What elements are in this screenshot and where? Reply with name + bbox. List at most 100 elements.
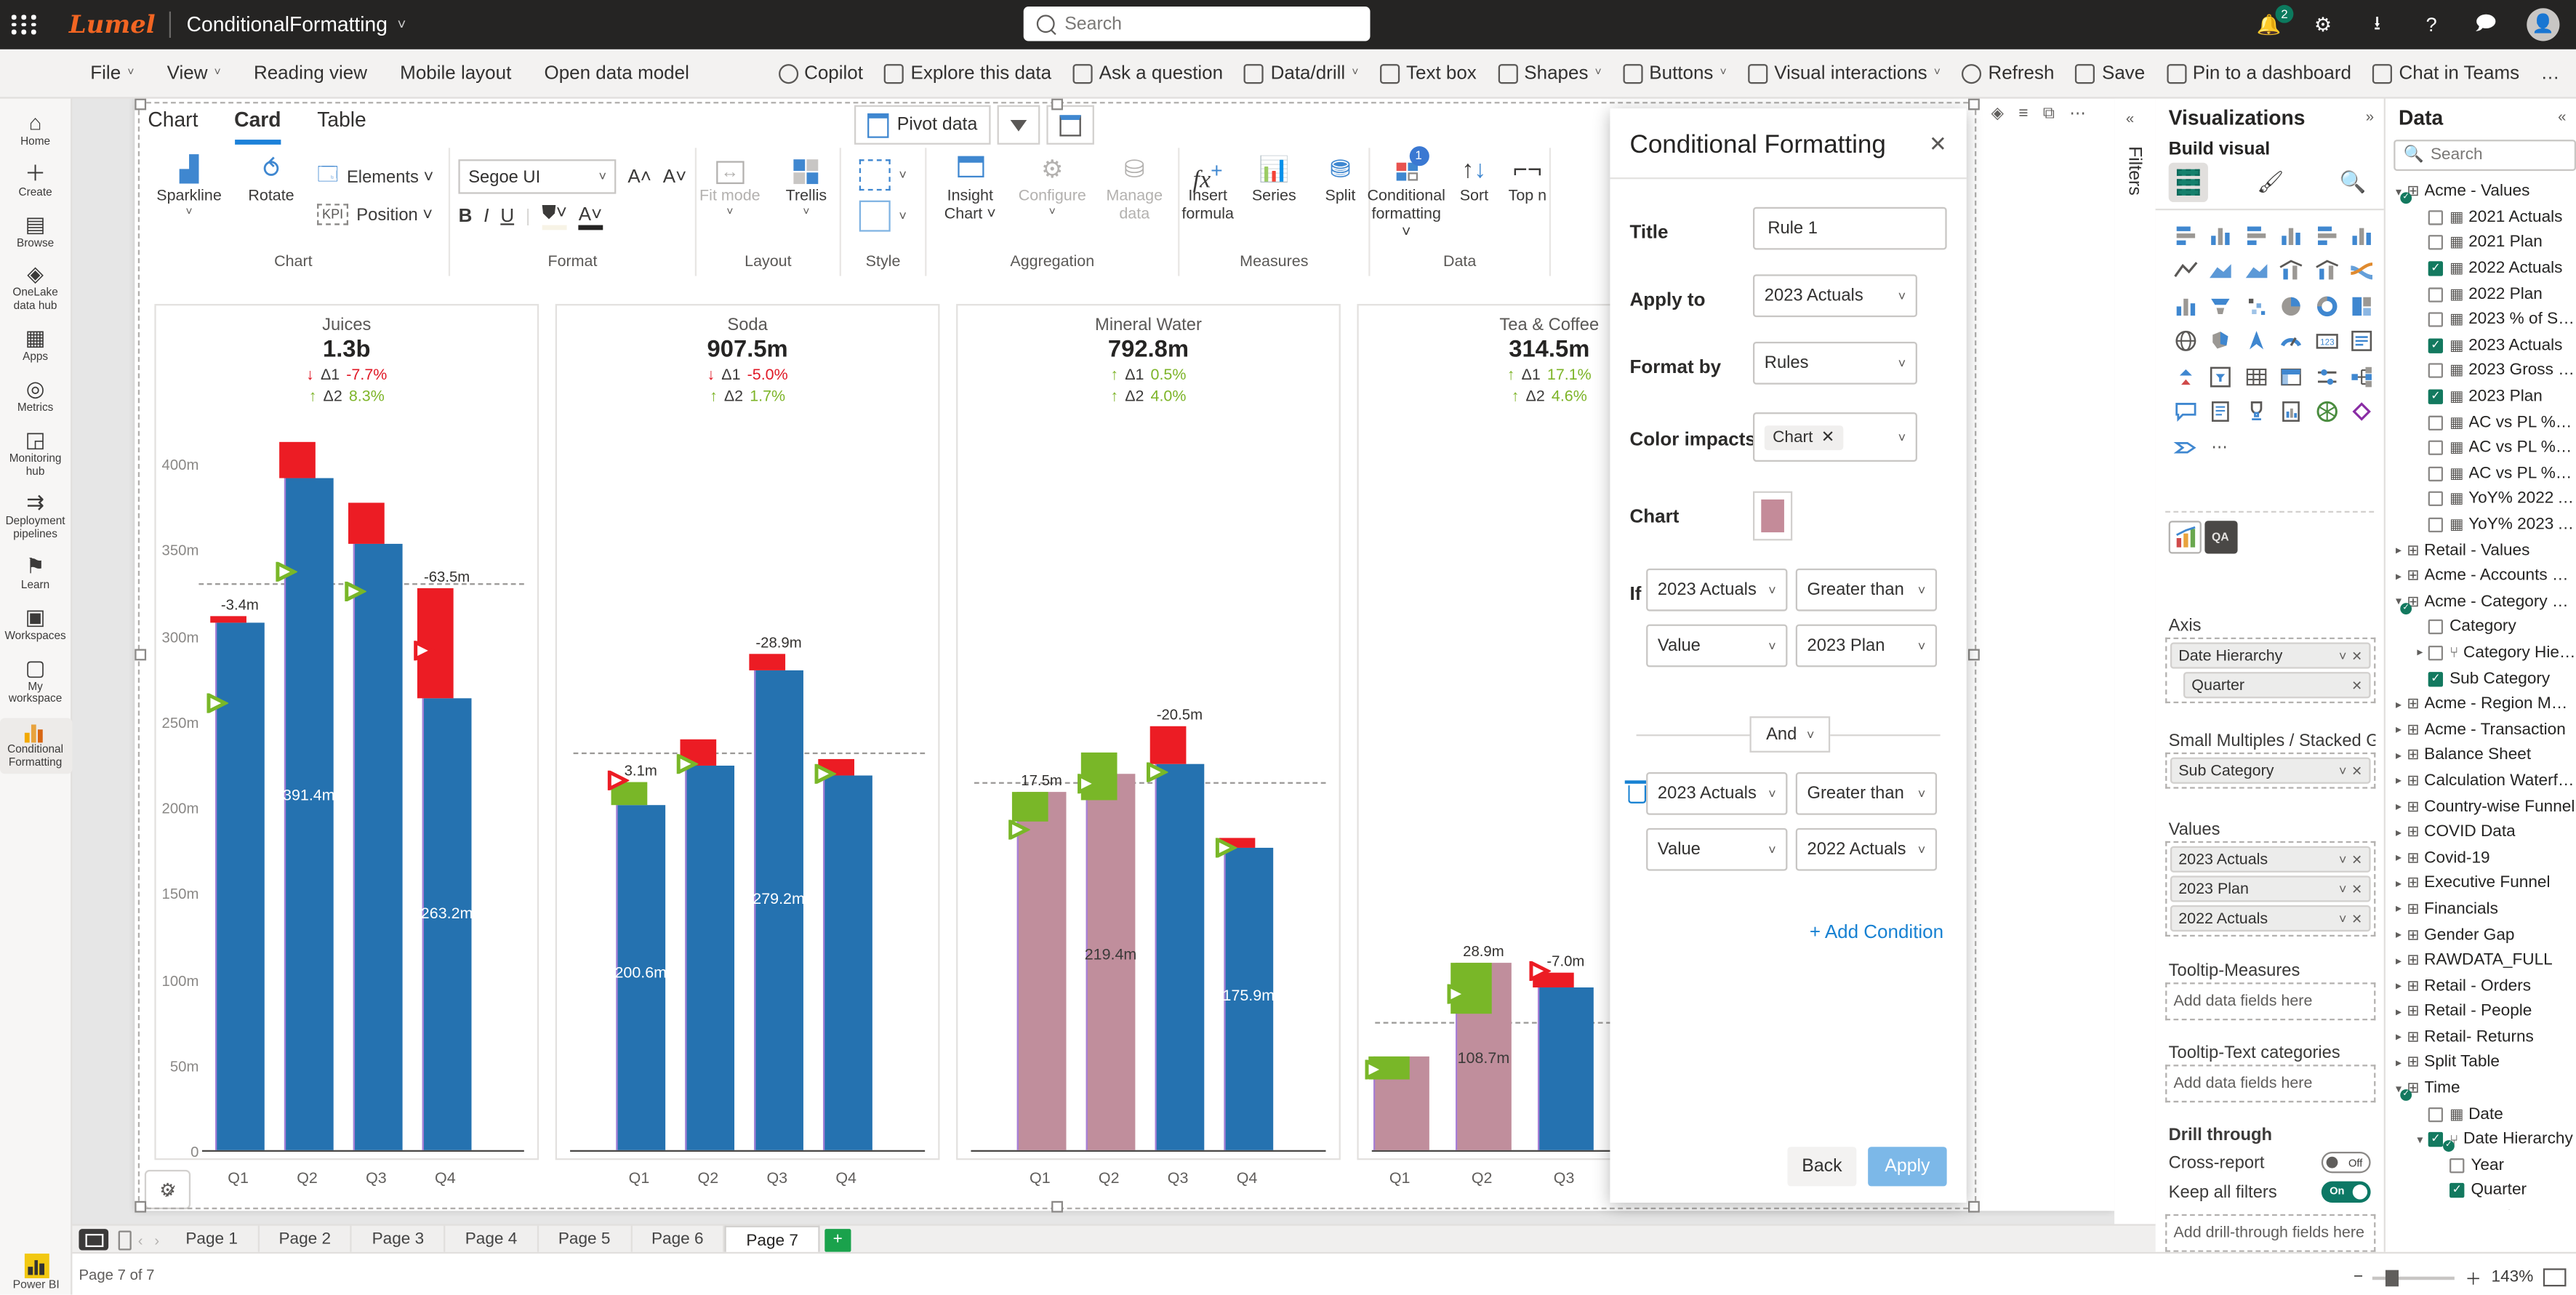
keep-all-filters-toggle[interactable]: On: [2321, 1181, 2371, 1203]
bar-soda-q1[interactable]: [616, 806, 666, 1150]
page-tab-page-7[interactable]: Page 7: [724, 1224, 820, 1255]
waffle-menu-icon[interactable]: [0, 0, 49, 49]
menu-item-pin-to-a-dashboard[interactable]: Pin to a dashboard: [2166, 63, 2351, 84]
field-row-ac-vs-pl-20[interactable]: ▦AC vs PL % 20...: [2386, 409, 2576, 435]
tree-chevron-right-icon[interactable]: ▸: [2396, 750, 2402, 763]
field-checkbox[interactable]: ✓: [2428, 671, 2444, 686]
decrease-font-icon[interactable]: A˅: [662, 167, 687, 187]
field-checkbox[interactable]: [2428, 492, 2444, 507]
inforiver-quick-menu-button[interactable]: ⚙̷: [144, 1169, 191, 1210]
analytics-tab[interactable]: 🔍: [2333, 163, 2372, 202]
visual-slicer-icon[interactable]: [2204, 360, 2236, 393]
field-row-retail-orders[interactable]: ▸ ⊞ Retail - Orders: [2386, 974, 2576, 999]
field-checkbox[interactable]: ✓: [2428, 389, 2444, 404]
visual-decomposition-tree-icon[interactable]: [2346, 360, 2378, 393]
selection-handle[interactable]: [1968, 649, 1980, 661]
selection-handle[interactable]: [135, 1200, 147, 1213]
field-pill-2022-actuals[interactable]: 2022 Actuals ˅ ✕: [2170, 905, 2371, 932]
bar-mineral-water-q2[interactable]: [1086, 773, 1136, 1150]
visual-more-visuals-icon[interactable]: ⋯: [2211, 438, 2230, 457]
tree-chevron-right-icon[interactable]: ▸: [2396, 827, 2402, 839]
bar-tea-coffee-q3[interactable]: [1537, 987, 1594, 1150]
manage-data-button[interactable]: ⛁ Manage data: [1099, 153, 1171, 225]
field-pill-2023-plan[interactable]: 2023 Plan ˅ ✕: [2170, 875, 2371, 902]
chip-remove-icon[interactable]: ✕: [1821, 428, 1835, 446]
configure-button[interactable]: ⚙ Configure ˅: [1016, 153, 1088, 219]
tree-chevron-right-icon[interactable]: ▸: [2396, 955, 2402, 968]
page-tab-page-3[interactable]: Page 3: [352, 1225, 446, 1254]
tree-chevron-right-icon[interactable]: ▸: [2396, 853, 2402, 865]
pill-remove-icon[interactable]: ✕: [2351, 851, 2363, 867]
visual-power-apps-icon[interactable]: [2346, 395, 2378, 428]
pill-remove-icon[interactable]: ✕: [2351, 763, 2363, 778]
visual-100-stacked-bar-icon[interactable]: [2310, 219, 2343, 252]
more-options-icon[interactable]: ⋯: [2069, 105, 2086, 124]
sidebar-item-conditional-formatting[interactable]: Conditional Formatting: [0, 718, 72, 774]
field-row-sub-category[interactable]: ✓ Sub Category: [2386, 666, 2576, 691]
field-row-2021-actuals[interactable]: ▦ 2021 Actuals: [2386, 205, 2576, 230]
visual-line-stacked-column-icon[interactable]: [2274, 254, 2307, 286]
add-condition-link[interactable]: + Add Condition: [1809, 923, 1944, 944]
mobile-view-button[interactable]: [118, 1230, 132, 1250]
menu-item-visual-interactions[interactable]: Visual interactions ˅: [1748, 63, 1941, 84]
global-search-input[interactable]: Search: [1023, 7, 1371, 41]
filters-pane-collapsed[interactable]: « Filters: [2114, 97, 2157, 1252]
drill-through-well[interactable]: Add drill-through fields here: [2165, 1214, 2376, 1252]
insert-formula-button[interactable]: fx+ Insert formula: [1179, 153, 1236, 225]
prev-page-icon[interactable]: ‹: [137, 1231, 143, 1248]
field-row-2023-gross-sa[interactable]: ▦2023 Gross Sa...: [2386, 358, 2576, 384]
field-row-retail-values[interactable]: ▸ ⊞ Retail - Values: [2386, 538, 2576, 564]
menu-item-data-drill[interactable]: Data/drill ˅: [1244, 63, 1358, 84]
pill-remove-icon[interactable]: ✕: [2351, 881, 2363, 897]
lumel-logo[interactable]: Lumel: [68, 9, 156, 40]
field-checkbox[interactable]: [2428, 364, 2444, 379]
elements-button[interactable]: 🗔 Elements ˅: [317, 159, 433, 193]
chart-panel-juices[interactable]: Juices 1.3b ↓ Δ1 -7.7% ↑ Δ2 8.3% 400m 350m 300m 250…: [154, 304, 539, 1160]
page-tab-page-5[interactable]: Page 5: [539, 1225, 632, 1254]
tree-chevron-right-icon[interactable]: ▸: [2396, 1032, 2402, 1044]
pill-remove-icon[interactable]: ✕: [2351, 678, 2363, 693]
field-pill-sub-category[interactable]: Sub Category ˅ ✕: [2170, 757, 2371, 784]
field-row-retail-people[interactable]: ▸ ⊞ Retail - People: [2386, 999, 2576, 1025]
font-color-button[interactable]: A˅: [578, 204, 603, 230]
italic-button[interactable]: I: [483, 207, 489, 227]
visual-funnel-icon[interactable]: [2204, 289, 2236, 322]
field-row-category-hier[interactable]: ▸ ⑂ Category Hier...: [2386, 641, 2576, 666]
field-checkbox[interactable]: [2428, 286, 2444, 302]
selection-handle[interactable]: [135, 649, 147, 661]
selection-handle[interactable]: [135, 98, 147, 111]
sidebar-item-create[interactable]: ＋ Create: [0, 161, 71, 200]
field-row-financials[interactable]: ▸ ⊞ Financials: [2386, 897, 2576, 922]
well-axis[interactable]: Date Hierarchy ˅ ✕ Quarter ✕: [2165, 637, 2376, 704]
bar-juices-q2[interactable]: [284, 478, 334, 1150]
condition-reference-dropdown[interactable]: 2023 Plan ˅: [1795, 624, 1938, 667]
bar-juices-q1[interactable]: [215, 622, 265, 1150]
tree-chevron-down-icon[interactable]: ▾: [2396, 187, 2402, 199]
font-family-select[interactable]: Segoe UI ˅: [458, 159, 617, 194]
bar-mineral-water-q4[interactable]: [1224, 848, 1274, 1150]
field-row-acme-category-ma[interactable]: ▾ ⊞ ✓ Acme - Category Ma...: [2386, 589, 2576, 614]
tree-chevron-right-icon[interactable]: ▸: [2396, 1058, 2402, 1070]
visual-paginated-report-icon[interactable]: [2274, 395, 2307, 428]
sidebar-item-metrics[interactable]: ◎ Metrics: [0, 376, 71, 415]
next-page-icon[interactable]: ›: [154, 1231, 160, 1248]
pill-chevron-icon[interactable]: ˅: [2338, 851, 2347, 867]
field-checkbox[interactable]: ✓: [2449, 1183, 2465, 1199]
field-row-retail-returns[interactable]: ▸ ⊞ Retail- Returns: [2386, 1025, 2576, 1050]
sort-button[interactable]: ↑↓ Sort: [1452, 153, 1496, 207]
visual-line-icon[interactable]: [2169, 254, 2202, 286]
sidebar-item-workspaces[interactable]: ▣ Workspaces: [0, 604, 71, 644]
power-bi-logo-icon[interactable]: [23, 1254, 49, 1278]
menu-item-explore-this-data[interactable]: Explore this data: [884, 63, 1051, 84]
fill-color-button[interactable]: ⛊˅: [542, 204, 567, 230]
field-checkbox[interactable]: [2428, 517, 2444, 533]
field-row-2022-plan[interactable]: ▦ 2022 Plan: [2386, 281, 2576, 307]
bar-soda-q2[interactable]: [685, 765, 735, 1150]
tree-chevron-right-icon[interactable]: ▸: [2396, 776, 2402, 788]
popout-icon[interactable]: ⧉: [2042, 105, 2055, 124]
visual-ribbon-icon[interactable]: [2346, 254, 2378, 286]
sidebar-item-learn[interactable]: ⚑ Learn: [0, 553, 71, 593]
tree-chevron-right-icon[interactable]: ▸: [2396, 571, 2402, 583]
tree-chevron-down-icon[interactable]: ▾: [2396, 1083, 2402, 1096]
visual-filled-map-icon[interactable]: [2204, 324, 2236, 357]
